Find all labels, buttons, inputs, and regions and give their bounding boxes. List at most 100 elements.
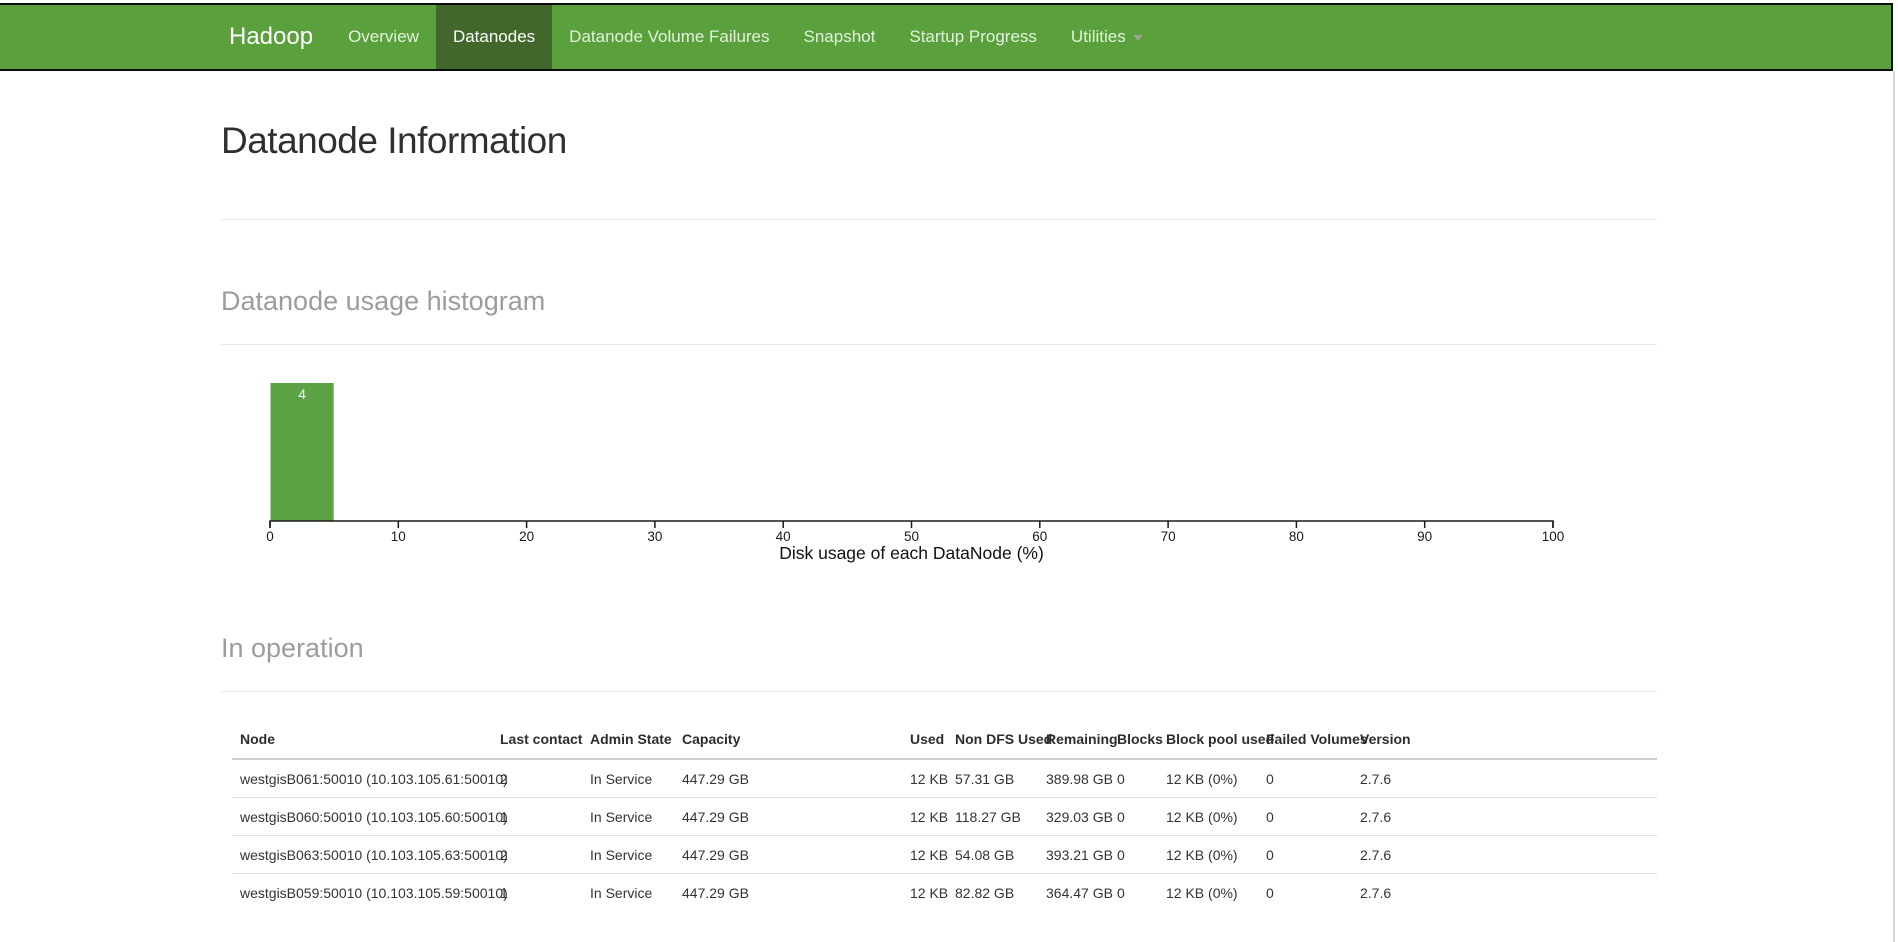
navbar-menu: Overview Datanodes Datanode Volume Failure… [331,5,1160,69]
cell-blocks: 0 [1117,770,1125,787]
x-axis-tick-label: 100 [1542,529,1565,544]
cell-failed-volumes: 0 [1258,797,1352,836]
cell-non-dfs-used: 118.27 GB [947,797,1038,836]
nav-item-startup-progress: Startup Progress [892,5,1054,69]
cell-capacity: 447.29 GB [682,770,749,787]
page-content: Datanode Information Datanode usage hist… [221,120,1657,911]
x-axis-tick-label: 30 [647,529,662,544]
cell-remaining: 389.98 GB [1046,770,1113,787]
x-axis-tick-label: 10 [391,529,406,544]
x-axis-tick-label: 70 [1161,529,1176,544]
nav-link-overview[interactable]: Overview [348,27,419,46]
table-row: westgisB060:50010 (10.103.105.60:50010) 1… [232,797,1657,836]
divider [221,691,1657,692]
cell-remaining: 364.47 GB [1038,873,1113,911]
section-heading-in-operation: In operation [221,633,364,663]
x-axis-tick-label: 40 [776,529,791,544]
x-axis-tick-label: 50 [904,529,919,544]
cell-last-contact: 1 [492,873,582,911]
divider [221,344,1657,345]
nav-item-datanodes: Datanodes [435,5,553,69]
column-header-version: Version [1352,712,1657,760]
cell-version: 2.7.6 [1360,770,1392,787]
column-header-node: Node [232,712,492,760]
cell-capacity: 447.29 GB [674,873,902,911]
nav-link-startup-progress[interactable]: Startup Progress [909,27,1037,46]
cell-capacity: 447.29 GB [674,797,902,836]
cell-admin-state: In Service [582,797,674,836]
cell-used: 12 KB [910,770,949,787]
bar-count-label: 4 [298,387,306,402]
cell-failed-volumes: 0 [1266,770,1274,787]
column-header-failed-volumes: Failed Volumes [1258,712,1368,760]
cell-admin-state: In Service [590,770,653,787]
navbar: Hadoop Overview Datanodes Datanode Volume … [0,3,1893,71]
window-top-strip [0,0,1898,3]
histogram-bar [270,383,334,521]
cell-block-pool-used: 12 KB (0%) [1158,797,1258,836]
x-axis-tick-label: 20 [519,529,534,544]
cell-node: westgisB059:50010 (10.103.105.59:50010) [232,873,508,911]
cell-non-dfs-used: 82.82 GB [947,873,1038,911]
vertical-scrollbar[interactable] [1893,71,1895,942]
cell-used: 12 KB [902,835,948,874]
cell-blocks: 0 [1109,835,1158,874]
nav-link-datanode-volume-failures[interactable]: Datanode Volume Failures [569,27,770,46]
cell-block-pool-used: 12 KB (0%) [1158,835,1258,874]
nav-link-utilities[interactable]: Utilities [1054,5,1160,69]
x-axis-tick-label: 0 [266,529,274,544]
cell-non-dfs-used: 57.31 GB [955,770,1015,787]
cell-admin-state: In Service [582,873,674,911]
nav-item-utilities: Utilities [1054,5,1160,69]
datanodes-table: Node Last contact Admin State Capacity Used N… [232,712,1657,911]
table-header-row: Node Last contact Admin State Capacity Used N… [232,712,1657,760]
table-row: westgisB061:50010 (10.103.105.61:50010) 2… [232,759,1657,798]
cell-used: 12 KB [902,797,948,836]
column-header-blocks: Blocks [1109,712,1163,760]
cell-block-pool-used: 12 KB (0%) [1166,770,1238,787]
cell-block-pool-used: 12 KB (0%) [1158,873,1258,911]
column-header-used: Used [902,712,947,760]
cell-remaining: 393.21 GB [1038,835,1113,874]
nav-item-overview: Overview [331,5,436,69]
table-row: westgisB063:50010 (10.103.105.63:50010) 2… [232,835,1657,874]
cell-node: westgisB061:50010 (10.103.105.61:50010) [240,770,508,787]
section-heading-histogram: Datanode usage histogram [221,286,546,316]
x-axis-tick-label: 80 [1289,529,1304,544]
nav-item-snapshot: Snapshot [787,5,893,69]
cell-version: 2.7.6 [1352,873,1657,911]
column-header-admin-state: Admin State [582,712,674,760]
x-axis-tick-label: 90 [1417,529,1432,544]
column-header-non-dfs-used: Non DFS Used [947,712,1052,760]
column-header-remaining: Remaining [1038,712,1118,760]
divider [221,219,1657,220]
cell-version: 2.7.6 [1352,835,1657,874]
cell-blocks: 0 [1109,797,1158,836]
nav-link-datanodes[interactable]: Datanodes [435,5,553,69]
nav-item-datanode-volume-failures: Datanode Volume Failures [552,5,786,69]
x-axis-title: Disk usage of each DataNode (%) [779,543,1044,563]
cell-node: westgisB060:50010 (10.103.105.60:50010) [232,797,508,836]
column-header-last-contact: Last contact [492,712,582,760]
cell-non-dfs-used: 54.08 GB [947,835,1038,874]
cell-failed-volumes: 0 [1258,835,1352,874]
nav-link-snapshot[interactable]: Snapshot [803,27,876,46]
cell-node: westgisB063:50010 (10.103.105.63:50010) [232,835,508,874]
cell-remaining: 329.03 GB [1038,797,1113,836]
table-row: westgisB059:50010 (10.103.105.59:50010) 1… [232,873,1657,911]
hadoop-brand-link[interactable]: Hadoop [229,23,314,50]
column-header-capacity: Capacity [674,712,902,760]
cell-admin-state: In Service [582,835,674,874]
page-title: Datanode Information [221,120,567,161]
cell-used: 12 KB [902,873,948,911]
cell-capacity: 447.29 GB [674,835,902,874]
cell-last-contact: 2 [500,770,508,787]
cell-failed-volumes: 0 [1258,873,1352,911]
cell-last-contact: 2 [492,835,582,874]
x-axis-tick-label: 60 [1032,529,1047,544]
column-header-block-pool-used: Block pool used [1158,712,1274,760]
cell-last-contact: 1 [492,797,582,836]
cell-blocks: 0 [1109,873,1158,911]
chevron-down-icon [1132,34,1143,41]
